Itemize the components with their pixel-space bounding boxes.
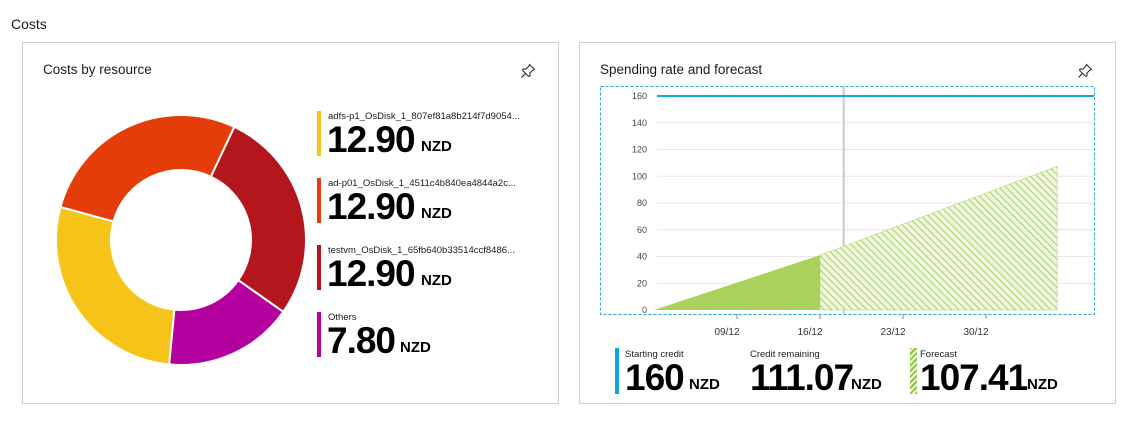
pin-icon[interactable]: [520, 63, 536, 79]
kpi-amount: 107.41: [920, 357, 1028, 398]
y-tick-label: 40: [637, 252, 647, 262]
kpi-amount: 160: [625, 357, 685, 398]
resource-name: ad-p01_OsDisk_1_4511c4b840ea4844a2c...: [328, 178, 516, 189]
currency-label: NZD: [421, 272, 452, 289]
y-tick-label: 160: [632, 91, 647, 101]
page-title: Costs: [11, 16, 47, 32]
currency-label: NZD: [400, 339, 431, 356]
x-tick-label: 23/12: [880, 327, 905, 338]
resource-name: adfs-p1_OsDisk_1_807ef81a8b214f7d9054...: [328, 111, 520, 122]
currency-label: NZD: [421, 205, 452, 222]
kpi-color-bar: [910, 348, 917, 394]
tile-title: Spending rate and forecast: [600, 62, 763, 77]
chart-selection-border: [600, 86, 1095, 315]
resource-name: Others: [328, 312, 357, 323]
resource-amount: 7.80: [327, 320, 396, 361]
spend-area: [654, 255, 820, 310]
legend-color-bar: [317, 178, 321, 223]
x-tick-label: 09/12: [714, 327, 739, 338]
legend-color-bar: [317, 111, 321, 156]
kpi-amount: 111.07: [750, 357, 854, 398]
y-tick-label: 80: [637, 198, 647, 208]
kpi-label: Credit remaining: [750, 349, 820, 360]
y-tick-label: 140: [632, 118, 647, 128]
cost-donut-chart: [55, 114, 307, 366]
currency-label: NZD: [1027, 376, 1058, 393]
currency-label: NZD: [851, 376, 882, 393]
kpi-color-bar: [615, 348, 619, 394]
x-tick-label: 30/12: [963, 327, 988, 338]
legend-color-bar: [317, 245, 321, 290]
currency-label: NZD: [421, 138, 452, 155]
x-tick-label: 16/12: [797, 327, 822, 338]
legend-color-bar: [317, 312, 321, 357]
donut-slice[interactable]: [55, 205, 176, 366]
currency-label: NZD: [689, 376, 720, 393]
costs-by-resource-tile[interactable]: Costs by resource adfs-p1_OsDisk_1_807ef…: [22, 42, 559, 404]
donut-slice[interactable]: [59, 114, 236, 223]
pin-icon[interactable]: [1077, 63, 1093, 79]
kpi-label: Forecast: [920, 349, 957, 360]
y-tick-label: 100: [632, 171, 647, 181]
spending-rate-forecast-tile[interactable]: Spending rate and forecast 160 140 120 100 8…: [579, 42, 1116, 404]
donut-slice[interactable]: [209, 125, 307, 314]
resource-amount: 12.90: [327, 186, 416, 227]
kpi-label: Starting credit: [625, 349, 684, 360]
tile-title: Costs by resource: [43, 62, 152, 77]
forecast-area: [819, 165, 1058, 311]
resource-amount: 12.90: [327, 253, 416, 294]
y-tick-label: 20: [637, 278, 647, 288]
y-tick-label: 0: [642, 305, 647, 315]
y-tick-label: 60: [637, 225, 647, 235]
spending-forecast-chart: 160 140 120 100 80 60 40 20 0 09/12 16/12 23/12 30/1…: [600, 86, 1095, 338]
resource-amount: 12.90: [327, 119, 416, 160]
y-tick-label: 120: [632, 145, 647, 155]
resource-name: testvm_OsDisk_1_65fb640b33514ccf8486...: [328, 245, 515, 256]
